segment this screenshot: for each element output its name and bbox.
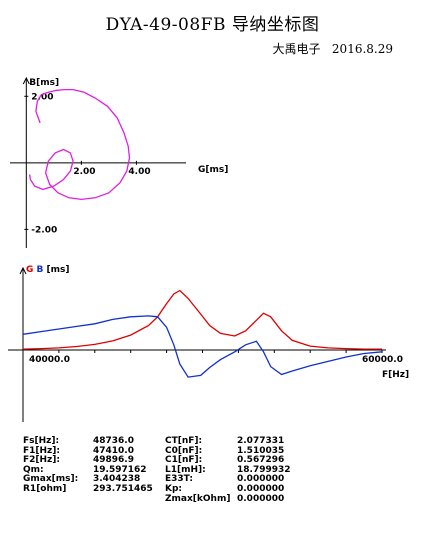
chart-title: DYA-49-08FB 导纳坐标图 — [105, 15, 320, 35]
param-key: CT[nF]: — [165, 436, 203, 446]
legend-g: G — [26, 265, 33, 275]
top-y-axis-arrow — [22, 76, 30, 85]
param-key: E33T: — [165, 474, 193, 485]
param-row: R1[ohm] 293.751465 — [23, 483, 153, 495]
params-right: CT[nF]: 2.077331 C0[nF]: 1.510035 C1[nF]: 0.5… — [165, 436, 307, 505]
top-y-tick-label: -2.00 — [31, 225, 57, 235]
top-x-tick-label: 2.00 — [73, 167, 95, 177]
param-value: 0.000000 — [237, 474, 285, 485]
top-y-tick-label: 2.00 — [31, 92, 53, 102]
param-key: C1[nF]: — [165, 455, 203, 466]
param-key: Fs[Hz]: — [23, 436, 60, 446]
legend-unit: [ms] — [47, 265, 70, 275]
param-value: 47410.0 — [93, 445, 134, 456]
param-row: C1[nF]: 0.567296 — [165, 456, 307, 466]
param-value: 48736.0 — [93, 436, 134, 446]
param-value: 18.799932 — [237, 464, 291, 475]
param-row: F1[Hz]: 47410.0 — [23, 445, 153, 457]
param-key: F2[Hz]: — [23, 455, 61, 466]
param-row: E33T: 0.000000 — [165, 475, 307, 485]
chart-subtitle: 大禹电子 2016.8.29 — [272, 40, 393, 57]
param-value: 293.751465 — [93, 483, 153, 494]
param-value: 0.000000 — [237, 483, 285, 494]
g-series-line — [22, 289, 382, 350]
param-row: L1[mH]: 18.799932 — [165, 464, 307, 476]
param-key: Qm: — [23, 464, 44, 475]
param-row: Kp: 0.000000 — [165, 483, 307, 495]
bottom-x-tick-label: 60000.0 — [362, 355, 403, 365]
report-date: 2016.8.29 — [331, 42, 393, 56]
admittance-circle-chart: B[ms] G[ms] 2.00 4.00 2.00 -2.00 — [10, 76, 228, 248]
param-value: 49896.9 — [93, 455, 134, 466]
param-key: L1[mH]: — [165, 464, 206, 475]
param-value: 0.567296 — [237, 455, 285, 466]
top-x-axis-label: G[ms] — [198, 165, 228, 175]
param-key: R1[ohm] — [23, 483, 67, 494]
param-value: 0.000000 — [237, 493, 285, 504]
param-value: 19.597162 — [93, 464, 147, 475]
param-row: Zmax[kOhm] 0.000000 — [165, 493, 307, 505]
param-row: Gmax[ms]: 3.404238 — [23, 475, 153, 485]
bottom-y-axis-arrow — [19, 266, 27, 275]
frequency-response-chart: G B [ms] F[Hz] 40000.0 60000.0 — [8, 265, 409, 422]
top-y-axis-label: B[ms] — [29, 78, 59, 88]
bottom-x-tick-label: 40000.0 — [29, 355, 70, 365]
param-key: Kp: — [165, 483, 183, 494]
param-row: C0[nF]: 1.510035 — [165, 445, 307, 457]
param-key: C0[nF]: — [165, 445, 203, 456]
param-row: CT[nF]: 2.077331 — [165, 436, 307, 447]
company-name: 大禹电子 — [272, 42, 321, 56]
param-row: Fs[Hz]: 48736.0 — [23, 436, 153, 447]
legend-b: B — [37, 265, 44, 275]
param-value: 2.077331 — [237, 436, 285, 446]
param-value: 3.404238 — [93, 474, 141, 485]
bottom-x-axis-label: F[Hz] — [382, 370, 409, 380]
param-key: Zmax[kOhm] — [165, 493, 231, 504]
param-row: Qm: 19.597162 — [23, 464, 153, 476]
admittance-curve — [28, 88, 131, 201]
param-value: 1.510035 — [237, 445, 285, 456]
b-series-line — [22, 315, 383, 378]
top-x-tick-label: 4.00 — [128, 167, 150, 177]
param-key: Gmax[ms]: — [23, 474, 79, 485]
param-key: F1[Hz]: — [23, 445, 61, 456]
params-left: Fs[Hz]: 48736.0 F1[Hz]: 47410.0 F2[Hz]: 49896… — [23, 436, 153, 495]
bottom-y-axis-label: G B [ms] — [26, 265, 70, 275]
param-row: F2[Hz]: 49896.9 — [23, 456, 153, 466]
